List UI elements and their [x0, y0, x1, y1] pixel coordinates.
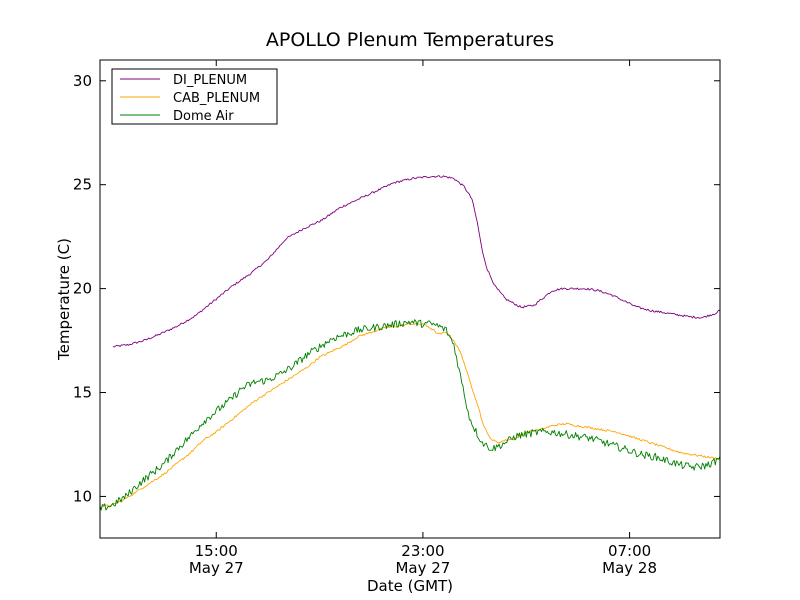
legend: DI_PLENUM CAB_PLENUM Dome Air	[111, 68, 278, 125]
x-tick-label-time: 15:00	[195, 542, 238, 560]
x-axis-label: Date (GMT)	[367, 577, 453, 595]
legend-label: DI_PLENUM	[173, 73, 247, 88]
y-tick-label: 30	[73, 72, 92, 90]
series-line-di-plenum	[112, 175, 720, 348]
plot-border	[99, 59, 721, 539]
plot-background	[100, 60, 720, 538]
y-tick-label: 25	[73, 176, 92, 194]
x-tick-label-time: 23:00	[401, 542, 444, 560]
x-tick-label-time: 07:00	[608, 542, 651, 560]
y-tick-label: 10	[73, 487, 92, 505]
legend-label: Dome Air	[173, 109, 234, 124]
x-tick-label-date: May 27	[189, 559, 244, 577]
series-layer	[100, 175, 720, 511]
series-line-cab-plenum	[100, 322, 720, 509]
series-line-dome-air	[100, 319, 720, 511]
chart-title: APOLLO Plenum Temperatures	[266, 29, 554, 51]
legend-label: CAB_PLENUM	[173, 91, 260, 106]
x-tick-label-date: May 27	[395, 559, 450, 577]
y-axis-label: Temperature (C)	[55, 238, 73, 361]
y-tick-label: 20	[73, 280, 92, 298]
x-tick-label-date: May 28	[602, 559, 657, 577]
y-tick-label: 15	[73, 384, 92, 402]
